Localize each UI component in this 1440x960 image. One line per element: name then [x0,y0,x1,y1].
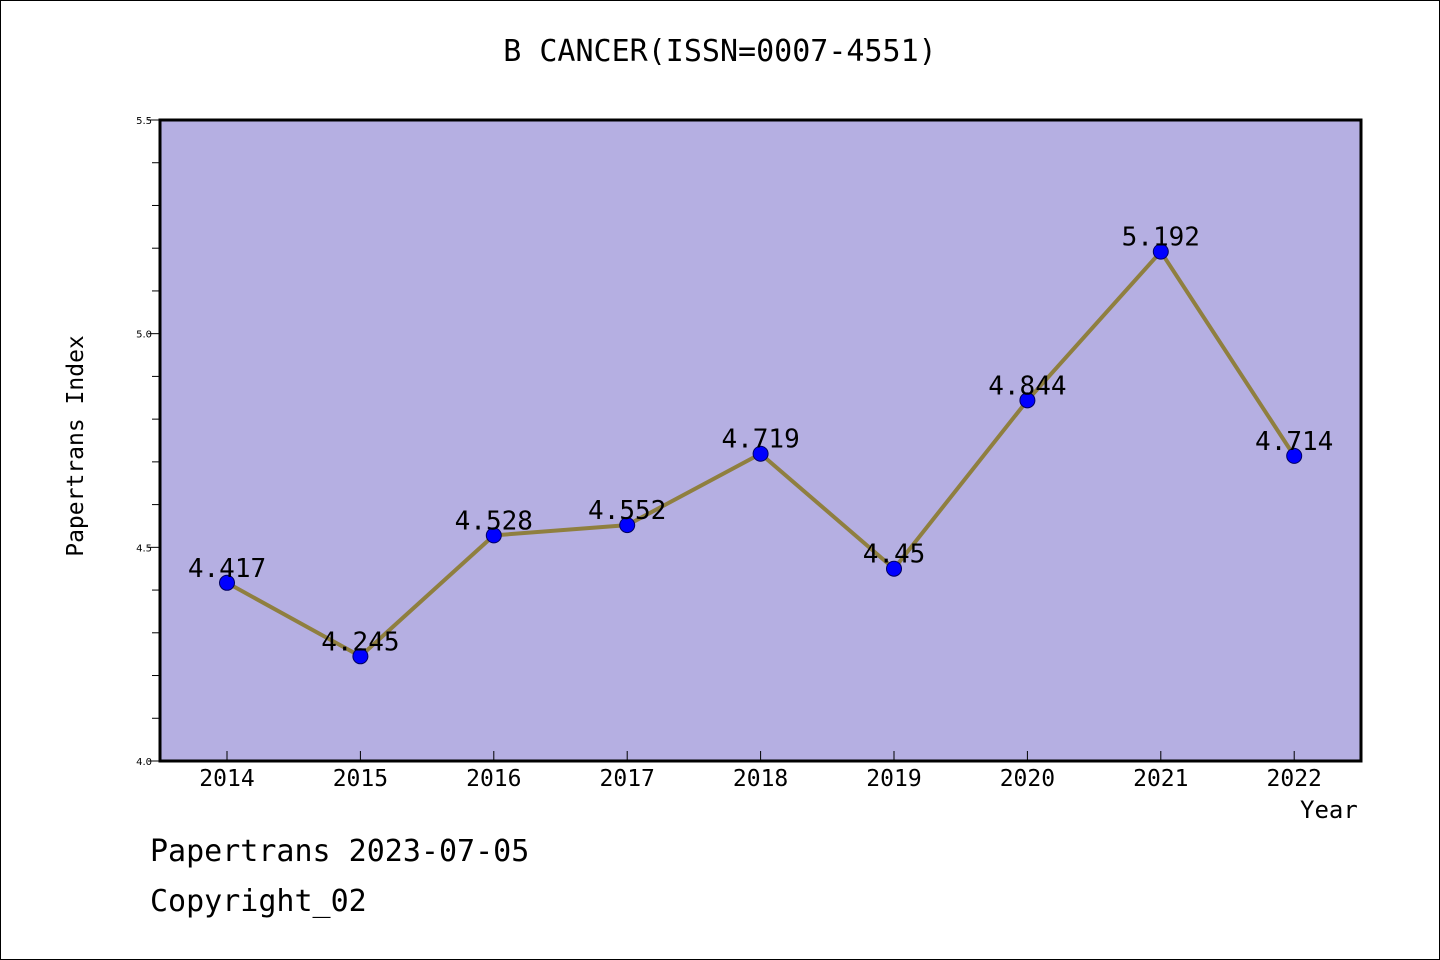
plot-border [158,118,1363,763]
data-label: 4.528 [455,506,533,536]
x-tick-label: 2019 [866,766,921,792]
x-tick-label: 2022 [1267,766,1322,792]
x-tick-label: 2016 [466,766,521,792]
y-tick-label: 5.5 [136,116,152,127]
data-point [1152,243,1169,260]
data-label: 4.714 [1255,427,1333,457]
data-labels: 4.417 4.245 4.528 4.552 4.719 4.45 4.844 5.192 4… [188,223,1333,658]
data-label: 4.552 [588,496,666,526]
data-label: 4.719 [721,425,799,455]
data-point [485,527,502,544]
data-label: 4.45 [863,540,926,570]
y-tick-label: 5.0 [136,330,152,341]
data-point [886,560,902,577]
y-axis-label: Papertrans Index [63,335,89,557]
data-label: 5.192 [1122,223,1200,253]
data-label: 4.245 [321,627,399,657]
x-tick-label: 2018 [733,766,788,792]
data-label: 4.844 [988,371,1066,401]
x-tick-label: 2020 [1000,766,1055,792]
footer-copyright: Copyright_02 [150,884,367,919]
data-label: 4.417 [188,554,266,584]
x-tick-label: 2021 [1133,766,1188,792]
y-axis-ticks: 4.0 4.5 5.0 5.5 [136,116,160,768]
y-tick-label: 4.5 [136,543,152,554]
chart-title: B CANCER(ISSN=0007-4551) [503,34,937,69]
data-point [752,445,769,462]
x-tick-label: 2017 [600,766,655,792]
data-point [1286,447,1303,464]
data-point [352,648,369,665]
series-markers [219,243,1303,665]
data-point [619,517,636,534]
footer-date: Papertrans 2023-07-05 [150,834,530,869]
data-point [1019,392,1036,409]
x-tick-label: 2014 [199,766,254,792]
x-tick-label: 2015 [333,766,388,792]
x-axis-ticks: 2014 2015 2016 2017 2018 2019 2020 2021 2022 [199,751,1322,792]
x-axis-label: Year [1300,796,1358,824]
data-point [219,574,235,591]
y-tick-label: 4.0 [136,757,152,768]
